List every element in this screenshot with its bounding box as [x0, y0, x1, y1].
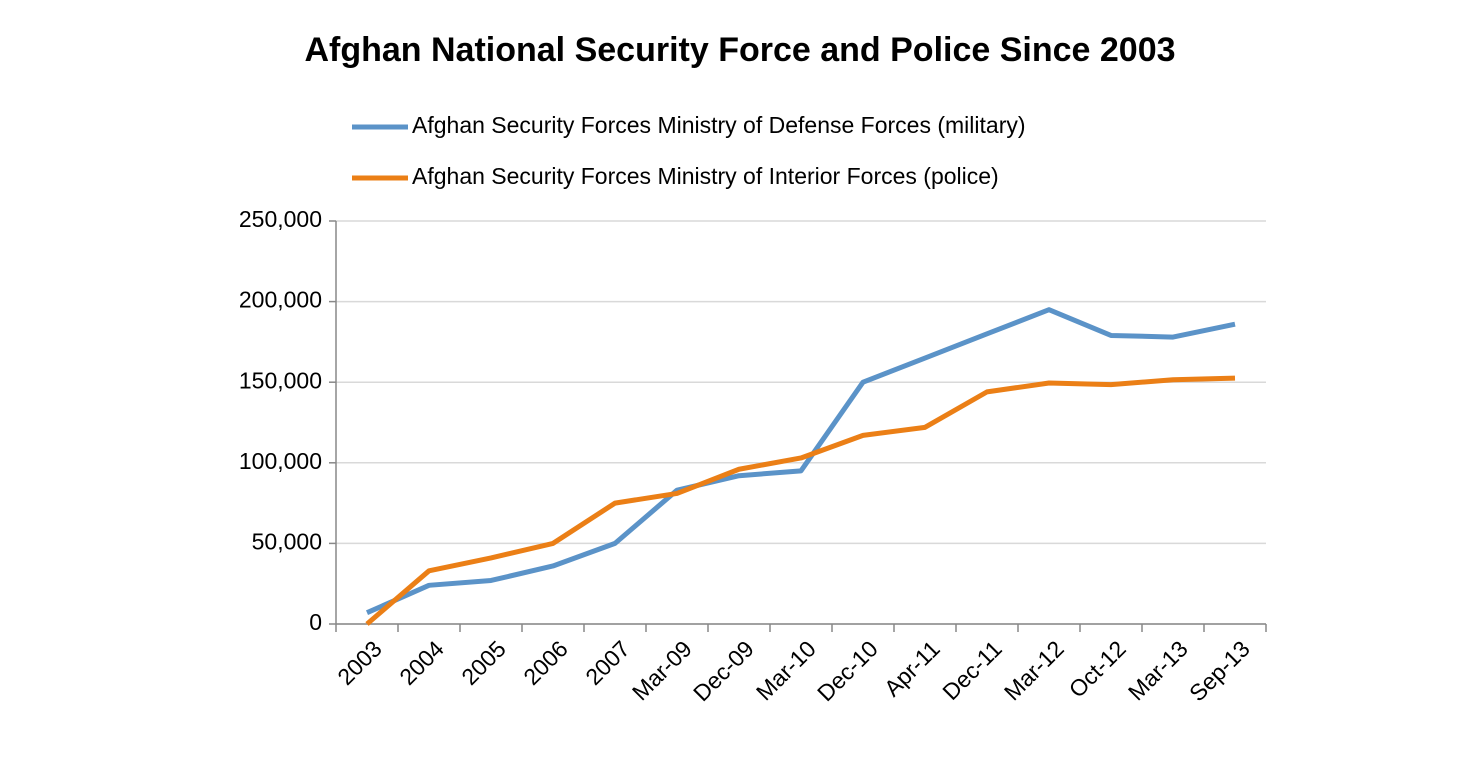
x-tick-label: Oct-12: [1064, 635, 1131, 702]
x-tick-label: 2006: [518, 635, 573, 690]
legend-label: Afghan Security Forces Ministry of Inter…: [412, 163, 999, 189]
x-tick-label: 2005: [456, 635, 511, 690]
x-tick-label: 2003: [332, 635, 387, 690]
x-tick-label: Mar-13: [1123, 635, 1193, 705]
chart-title: Afghan National Security Force and Polic…: [304, 31, 1175, 69]
x-tick-label: Sep-13: [1184, 635, 1255, 706]
x-tick-label: Dec-10: [812, 635, 883, 706]
y-tick-label: 50,000: [252, 528, 322, 554]
series-line: [365, 307, 1236, 616]
y-tick-label: 250,000: [239, 206, 322, 232]
x-tick-label: 2004: [394, 635, 449, 690]
y-tick-label: 150,000: [239, 367, 322, 393]
x-tick-label: Dec-11: [937, 635, 1007, 705]
x-tick-label: Dec-09: [688, 635, 759, 706]
legend-label: Afghan Security Forces Ministry of Defen…: [412, 112, 1026, 138]
series-line: [365, 375, 1236, 626]
x-tick-label: Mar-12: [999, 635, 1069, 705]
x-tick-label: Mar-10: [751, 635, 821, 705]
y-tick-label: 0: [309, 609, 322, 635]
y-tick-label: 200,000: [239, 287, 322, 313]
x-tick-label: 2007: [580, 635, 635, 690]
x-tick-label: Mar-09: [627, 635, 697, 705]
x-tick-label: Apr-11: [879, 635, 945, 701]
y-tick-label: 100,000: [239, 448, 322, 474]
